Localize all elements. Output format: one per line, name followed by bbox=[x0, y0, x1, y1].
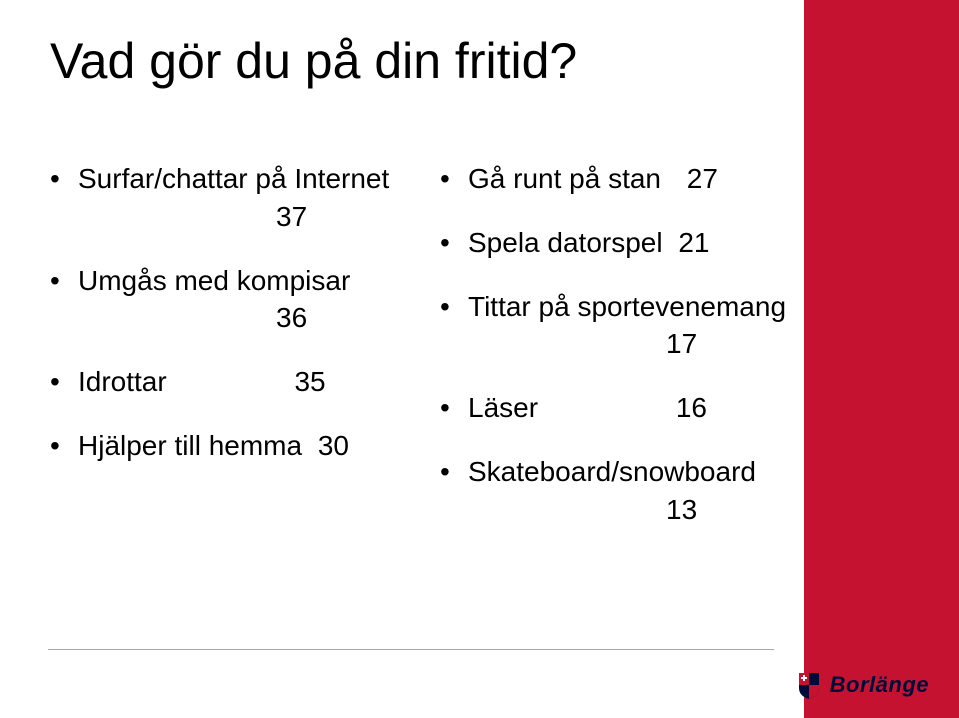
left-column: Surfar/chattar på Internet 37 Umgås med … bbox=[50, 160, 430, 491]
list-item: Spela datorspel 21 bbox=[440, 224, 820, 262]
item-value: 16 bbox=[676, 392, 707, 423]
item-label: Hjälper till hemma bbox=[78, 430, 302, 461]
item-value: 37 bbox=[78, 198, 430, 236]
list-item: Idrottar 35 bbox=[50, 363, 430, 401]
item-label: Skateboard/snowboard bbox=[468, 453, 820, 491]
list-item: Läser 16 bbox=[440, 389, 820, 427]
item-label: Umgås med kompisar bbox=[78, 262, 430, 300]
item-value: 27 bbox=[687, 163, 718, 194]
item-value: 13 bbox=[468, 491, 820, 529]
list-item: Umgås med kompisar 36 bbox=[50, 262, 430, 338]
slide: Vad gör du på din fritid? Surfar/chattar… bbox=[0, 0, 959, 718]
item-value: 36 bbox=[78, 299, 430, 337]
item-label: Surfar/chattar på Internet bbox=[78, 160, 430, 198]
list-item: Hjälper till hemma 30 bbox=[50, 427, 430, 465]
item-label: Idrottar bbox=[78, 366, 167, 397]
item-value: 35 bbox=[294, 366, 325, 397]
list-item: Surfar/chattar på Internet 37 bbox=[50, 160, 430, 236]
logo-text: Borlänge bbox=[830, 672, 929, 698]
item-label: Tittar på sportevenemang bbox=[468, 288, 820, 326]
item-label: Spela datorspel bbox=[468, 227, 663, 258]
item-value: 17 bbox=[468, 325, 820, 363]
list-item: Tittar på sportevenemang 17 bbox=[440, 288, 820, 364]
divider-line bbox=[48, 649, 774, 650]
list-item: Gå runt på stan 27 bbox=[440, 160, 820, 198]
item-label: Läser bbox=[468, 392, 538, 423]
shield-icon bbox=[794, 670, 824, 700]
right-column: Gå runt på stan 27 Spela datorspel 21 Ti… bbox=[440, 160, 820, 555]
accent-bar bbox=[804, 0, 959, 718]
slide-title: Vad gör du på din fritid? bbox=[50, 32, 577, 90]
item-label: Gå runt på stan bbox=[468, 163, 661, 194]
item-value: 21 bbox=[678, 227, 709, 258]
logo: Borlänge bbox=[794, 670, 929, 700]
list-item: Skateboard/snowboard 13 bbox=[440, 453, 820, 529]
item-value: 30 bbox=[318, 430, 349, 461]
